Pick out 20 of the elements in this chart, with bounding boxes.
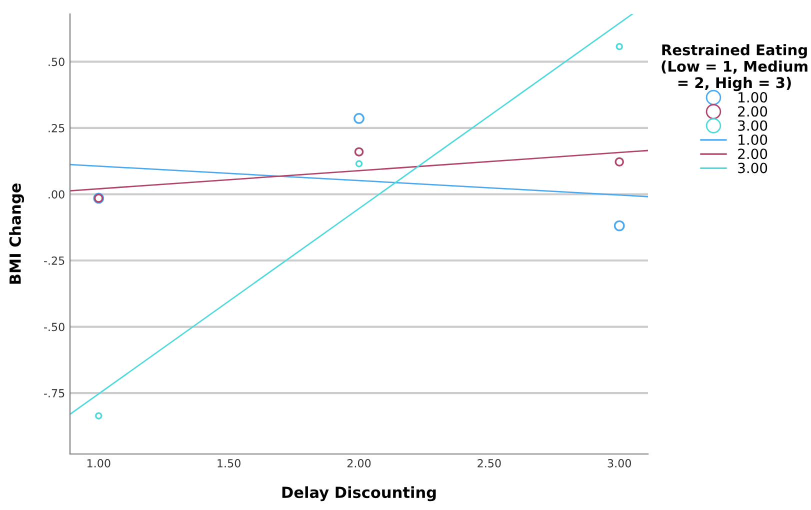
y-axis-title: BMI Change xyxy=(9,184,24,284)
legend-label: 3.00 xyxy=(738,120,768,131)
y-tick-label: -.50 xyxy=(44,322,64,332)
legend-label: 1.00 xyxy=(738,92,768,103)
x-tick-label: 2.00 xyxy=(347,459,371,468)
x-tick-label: 3.00 xyxy=(608,459,631,468)
x-tick-label: 1.00 xyxy=(87,459,110,468)
legend-label: 2.00 xyxy=(738,148,768,160)
y-tick-label: .25 xyxy=(48,124,64,132)
y-tick-label: .50 xyxy=(48,58,64,66)
legend-label: 1.00 xyxy=(738,134,768,145)
x-axis-title: Delay Discounting xyxy=(282,486,436,502)
y-tick-label: -.25 xyxy=(44,256,64,265)
x-tick-label: 2.50 xyxy=(478,459,501,468)
y-tick-label: .00 xyxy=(48,190,64,199)
legend-label: 3.00 xyxy=(738,162,768,174)
y-tick-label: -.75 xyxy=(44,389,64,398)
legend-label: 2.00 xyxy=(738,106,768,117)
x-tick-label: 1.50 xyxy=(218,459,240,468)
legend-title: Restrained Eating (Low = 1, Medium = 2, High = 3) xyxy=(662,44,808,92)
